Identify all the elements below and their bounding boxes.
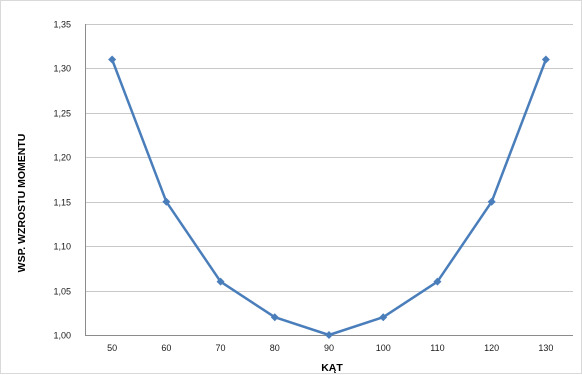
x-axis-title: KĄT — [321, 362, 343, 374]
y-tick-label: 1,20 — [53, 153, 71, 163]
series — [108, 55, 550, 339]
y-axis-title: WSP. WZROSTU MOMENTU — [16, 134, 28, 273]
gridlines — [85, 24, 573, 292]
x-tick-label: 70 — [216, 343, 226, 353]
data-point — [433, 277, 442, 286]
data-point — [108, 55, 117, 64]
x-tick-label: 60 — [161, 343, 171, 353]
x-tick-label: 50 — [107, 343, 117, 353]
y-tick-label: 1,30 — [53, 64, 71, 74]
data-point — [162, 197, 171, 206]
data-point — [216, 277, 225, 286]
y-tick-label: 1,10 — [53, 242, 71, 252]
data-point — [270, 313, 279, 322]
x-tick-label: 100 — [376, 343, 391, 353]
x-tick-label: 80 — [270, 343, 280, 353]
y-tick-label: 1,15 — [53, 198, 71, 208]
y-tick-label: 1,35 — [53, 20, 71, 30]
x-tick-label: 120 — [484, 343, 499, 353]
y-tick-label: 1,25 — [53, 109, 71, 119]
data-point — [541, 55, 550, 64]
y-tick-labels: 1,00 1,05 1,10 1,15 1,20 1,25 1,30 1,35 — [53, 20, 71, 341]
y-tick-label: 1,05 — [53, 287, 71, 297]
y-tick-label: 1,00 — [53, 331, 71, 341]
x-tick-label: 90 — [324, 343, 334, 353]
x-tick-label: 110 — [430, 343, 444, 353]
data-point — [325, 331, 333, 339]
series-line — [110, 59, 548, 337]
data-point — [487, 197, 496, 206]
x-tick-label: 130 — [538, 343, 553, 353]
x-tick-labels: 50 60 70 80 90 100 110 120 130 — [107, 343, 553, 353]
data-point — [379, 313, 388, 322]
